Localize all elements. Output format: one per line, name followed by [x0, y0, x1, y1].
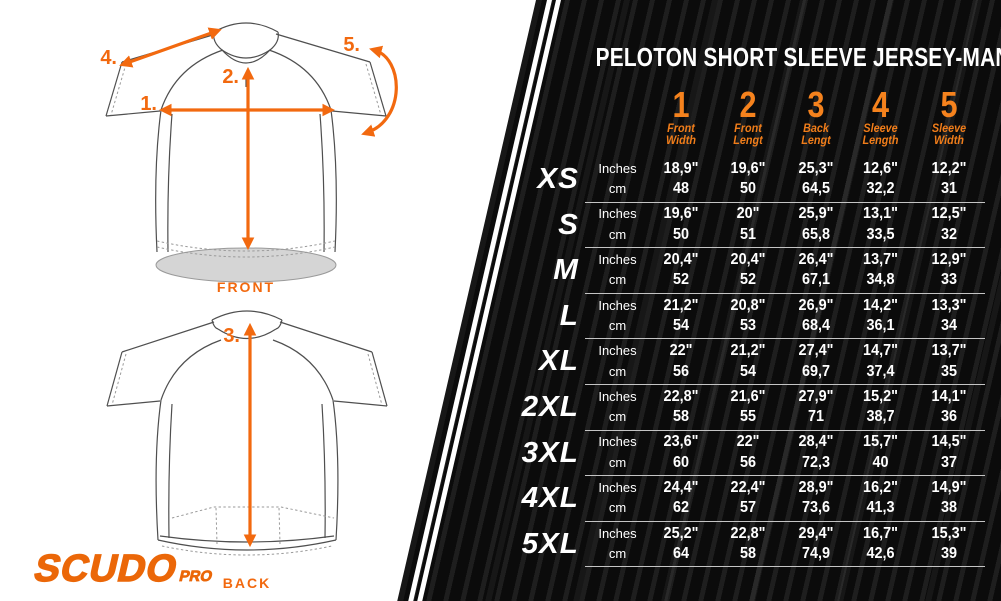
- value-cell: 19,6" 50: [712, 157, 784, 203]
- value-cell: 22,4" 57: [712, 476, 784, 522]
- size-label-xl: XL: [539, 345, 579, 378]
- size-label-5xl: 5XL: [521, 527, 579, 560]
- value-cell: 13,7" 35: [913, 339, 985, 385]
- value-cell: 27,9" 71: [784, 385, 848, 431]
- back-jersey-diagram: 3. BACK: [106, 310, 388, 591]
- unit-cell: Inches cm: [585, 339, 650, 385]
- column-number-5: 5: [940, 84, 958, 125]
- size-table-body: XS Inches cm 18,9" 48 19,6" 50 25,3" 64,5 12…: [500, 157, 985, 568]
- marker-2: 2.: [222, 66, 239, 88]
- unit-cm: cm: [608, 181, 627, 197]
- column-label-front-length: Front Lengt: [733, 123, 763, 147]
- front-jersey-diagram: 1. 2. 4. 5. FRONT: [100, 22, 398, 295]
- column-label-sleeve-width: Sleeve Width: [931, 123, 967, 147]
- back-caption: BACK: [223, 575, 271, 591]
- marker-4: 4.: [100, 47, 117, 69]
- value-cell: 16,7" 42,6: [848, 522, 913, 568]
- value-cell: 25,9" 65,8: [784, 203, 848, 249]
- value-cell: 12,9" 33: [913, 248, 985, 294]
- value-cell: 16,2" 41,3: [848, 476, 913, 522]
- unit-cell: Inches cm: [585, 203, 650, 249]
- page-title: PELOTON SHORT SLEEVE JERSEY-MAN: [595, 42, 1001, 72]
- value-cell: 14,1" 36: [913, 385, 985, 431]
- size-label-m: M: [553, 254, 579, 287]
- brand-name: SCUDO: [30, 547, 183, 590]
- value-cell: 13,7" 34,8: [848, 248, 913, 294]
- column-number-1: 1: [672, 84, 690, 125]
- column-number-3: 3: [807, 84, 825, 125]
- value-cell: 18,9" 48: [650, 157, 712, 203]
- size-label-s: S: [558, 208, 579, 241]
- value-cell: 19,6" 50: [650, 203, 712, 249]
- value-cell: 13,1" 33,5: [848, 203, 913, 249]
- value-cell: 15,7" 40: [848, 431, 913, 477]
- size-label-4xl: 4XL: [521, 482, 579, 515]
- front-caption: FRONT: [217, 279, 275, 295]
- value-cell: 20,4" 52: [712, 248, 784, 294]
- marker-3: 3.: [223, 325, 240, 347]
- value-cell: 14,5" 37: [913, 431, 985, 477]
- unit-cell: Inches cm: [585, 294, 650, 340]
- unit-cell: Inches cm: [585, 157, 650, 203]
- unit-cell: Inches cm: [585, 431, 650, 477]
- unit-cell: Inches cm: [585, 476, 650, 522]
- back-jersey-outline: [106, 310, 388, 551]
- value-cell: 28,4" 72,3: [784, 431, 848, 477]
- value-cell: 14,2" 36,1: [848, 294, 913, 340]
- unit-inches: Inches: [598, 160, 637, 176]
- value-cell: 12,5" 32: [913, 203, 985, 249]
- marker-1: 1.: [140, 93, 157, 115]
- value-cell: 14,7" 37,4: [848, 339, 913, 385]
- value-cell: 25,3" 64,5: [784, 157, 848, 203]
- size-label-l: L: [559, 299, 579, 332]
- value-cell: 20,8" 53: [712, 294, 784, 340]
- unit-cell: Inches cm: [585, 248, 650, 294]
- unit-cell: Inches cm: [585, 522, 650, 568]
- value-cell: 21,2" 54: [712, 339, 784, 385]
- column-label-front-width: Front Width: [666, 123, 696, 147]
- value-cell: 23,6" 60: [650, 431, 712, 477]
- size-label-2xl: 2XL: [521, 390, 579, 423]
- column-number-row: 1 2 3 4 5: [500, 84, 985, 125]
- value-cell: 21,6" 55: [712, 385, 784, 431]
- column-number-4: 4: [871, 84, 890, 125]
- value-cell: 22" 56: [650, 339, 712, 385]
- value-cell: 15,2" 38,7: [848, 385, 913, 431]
- column-label-sleeve-length: Sleeve Length: [862, 123, 899, 147]
- value-cell: 20,4" 52: [650, 248, 712, 294]
- size-label-xs: XS: [537, 163, 579, 195]
- value-cell: 12,6" 32,2: [848, 157, 913, 203]
- brand-suffix: PRO: [177, 568, 215, 586]
- value-cell: 29,4" 74,9: [784, 522, 848, 568]
- sleeve-width-arrow: [361, 45, 398, 137]
- value-cell: 22,8" 58: [712, 522, 784, 568]
- marker-5: 5.: [343, 34, 360, 56]
- value-cell: 25,2" 64: [650, 522, 712, 568]
- value-cell: 20" 51: [712, 203, 784, 249]
- column-number-2: 2: [739, 84, 757, 125]
- column-label-row: Front Width Front Lengt Back Lengt Sleeve Le…: [500, 123, 985, 147]
- value-cell: 14,9" 38: [913, 476, 985, 522]
- value-cell: 13,3" 34: [913, 294, 985, 340]
- value-cell: 21,2" 54: [650, 294, 712, 340]
- value-cell: 27,4" 69,7: [784, 339, 848, 385]
- value-cell: 28,9" 73,6: [784, 476, 848, 522]
- value-cell: 26,9" 68,4: [784, 294, 848, 340]
- size-label-3xl: 3XL: [521, 436, 579, 469]
- value-cell: 22,8" 58: [650, 385, 712, 431]
- unit-cell: Inches cm: [585, 385, 650, 431]
- brand-logo: SCUDOPRO: [30, 547, 219, 591]
- front-measure-arrows: [119, 27, 398, 251]
- value-cell: 26,4" 67,1: [784, 248, 848, 294]
- value-cell: 24,4" 62: [650, 476, 712, 522]
- value-cell: 12,2" 31: [913, 157, 985, 203]
- column-label-back-length: Back Lengt: [801, 123, 831, 147]
- sleeve-length-arrow: [119, 27, 222, 68]
- value-cell: 15,3" 39: [913, 522, 985, 568]
- value-cell: 22" 56: [712, 431, 784, 477]
